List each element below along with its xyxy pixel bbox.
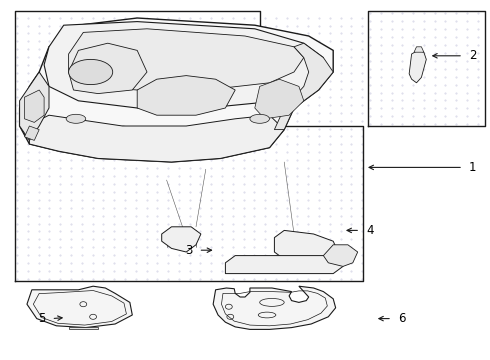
Polygon shape: [225, 256, 343, 274]
Polygon shape: [24, 90, 44, 122]
Text: 6: 6: [398, 312, 406, 325]
Text: 5: 5: [38, 312, 46, 325]
Polygon shape: [162, 227, 201, 252]
Polygon shape: [29, 115, 284, 162]
Text: 2: 2: [469, 49, 477, 62]
Ellipse shape: [69, 59, 113, 85]
Polygon shape: [44, 22, 323, 108]
Polygon shape: [274, 230, 338, 266]
Ellipse shape: [66, 114, 86, 123]
Polygon shape: [414, 47, 424, 52]
Polygon shape: [323, 245, 358, 266]
Polygon shape: [409, 50, 426, 83]
Polygon shape: [213, 286, 336, 329]
Polygon shape: [24, 126, 39, 140]
Text: 4: 4: [366, 224, 374, 237]
Polygon shape: [255, 79, 304, 119]
Polygon shape: [20, 18, 333, 162]
Text: 1: 1: [469, 161, 477, 174]
Ellipse shape: [250, 114, 270, 123]
Polygon shape: [27, 286, 132, 328]
Polygon shape: [69, 29, 304, 90]
Text: 3: 3: [185, 244, 193, 257]
Polygon shape: [69, 43, 147, 94]
Polygon shape: [69, 327, 98, 329]
Polygon shape: [274, 43, 333, 130]
Polygon shape: [137, 76, 235, 115]
Polygon shape: [20, 72, 49, 140]
